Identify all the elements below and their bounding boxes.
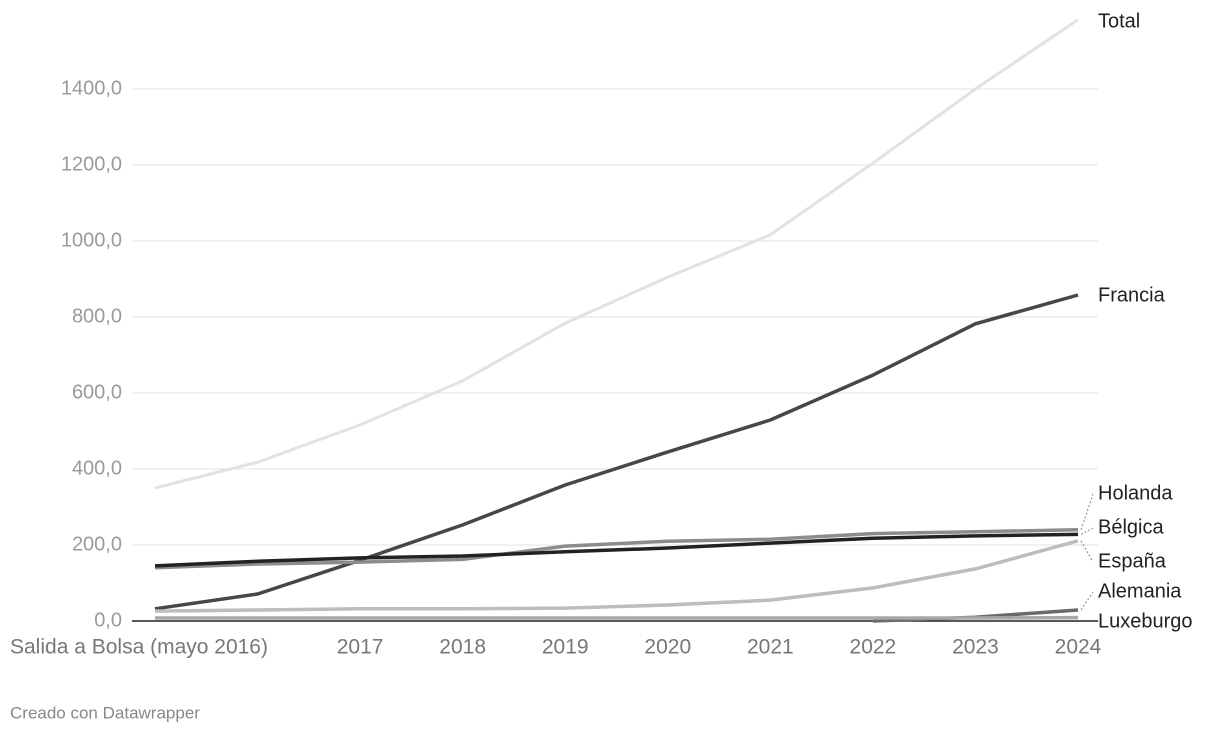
series-label: España: [1098, 550, 1167, 572]
footer: Creado con Datawrapper: [10, 703, 200, 722]
y-tick-label: 200,0: [72, 533, 122, 555]
series-label: Luxeburgo: [1098, 610, 1193, 632]
series-label: Bélgica: [1098, 516, 1164, 538]
series-line: [154, 532, 1079, 568]
x-tick-label: 2024: [1055, 636, 1102, 659]
x-tick-label: 2018: [439, 636, 486, 659]
series-label: Alemania: [1098, 580, 1182, 602]
series-line: [154, 539, 1079, 613]
y-tick-label: 1400,0: [61, 77, 122, 99]
label-connector: [1080, 591, 1094, 611]
series-line: [154, 293, 1079, 611]
y-tick-label: 400,0: [72, 457, 122, 479]
y-tick-label: 1200,0: [61, 153, 122, 175]
y-tick-label: 800,0: [72, 305, 122, 327]
y-tick-label: 1000,0: [61, 229, 122, 251]
x-tick-label: 2020: [644, 636, 691, 659]
label-connector: [1080, 540, 1094, 563]
series-label: Francia: [1098, 284, 1166, 306]
series-line: [154, 18, 1079, 490]
y-tick-label: 600,0: [72, 381, 122, 403]
x-tick-label: 2022: [850, 636, 897, 659]
x-tick-label: 2021: [747, 636, 794, 659]
x-tick-label: 2017: [337, 636, 384, 659]
x-tick-label: 2023: [952, 636, 999, 659]
series-line: [154, 528, 1079, 570]
label-connector: [1080, 493, 1094, 530]
series-label: Total: [1098, 10, 1140, 32]
series-label: Holanda: [1098, 482, 1173, 504]
x-tick-label: Salida a Bolsa (mayo 2016): [10, 636, 268, 659]
x-tick-label: 2019: [542, 636, 589, 659]
y-tick-label: 0,0: [94, 609, 122, 631]
label-connector: [1080, 527, 1094, 535]
